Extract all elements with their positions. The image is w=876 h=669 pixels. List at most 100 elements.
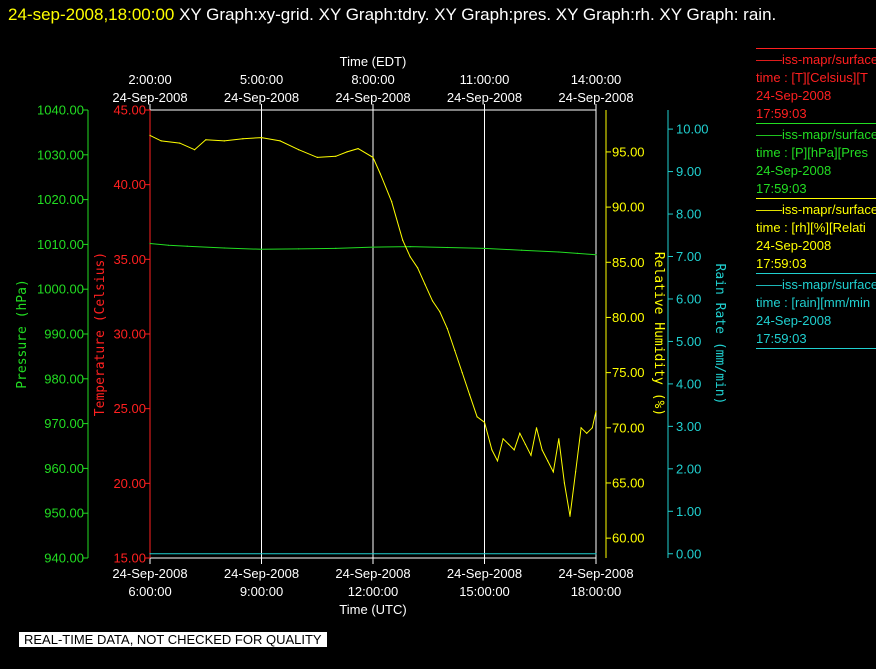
- legend-line: time : [T][Celsius][T: [756, 70, 868, 85]
- humidity-data-point: [279, 140, 281, 142]
- humidity-data-point: [552, 471, 554, 473]
- legend-entry: ——iss-mapr/surface time : [P][hPa][Pres 24…: [756, 123, 876, 198]
- humidity-data-point: [524, 443, 527, 445]
- humidity-data-point: [513, 449, 515, 451]
- legend-separator: [756, 273, 876, 274]
- legend-line: time : [rain][mm/min: [756, 295, 871, 310]
- legend-line: ——iss-mapr/surface: [756, 127, 876, 142]
- pressure-data-point: [595, 254, 597, 256]
- x-tick-label-date: 24-Sep-2008: [112, 566, 187, 581]
- legend-line: 24-Sep-2008: [756, 313, 832, 328]
- humidity-data-point: [476, 416, 478, 418]
- humidity-data-point: [569, 515, 571, 517]
- legend-line: time : [P][hPa][Pres: [756, 145, 868, 160]
- pressure-tick-label: 1000.00: [37, 282, 84, 297]
- rain-tick-label: 5.00: [676, 334, 701, 349]
- pressure-tick-label: 1030.00: [37, 147, 84, 162]
- legend-line: 17:59:03: [756, 181, 807, 196]
- humidity-tick-label: 95.00: [612, 144, 645, 159]
- pressure-tick-label: 960.00: [44, 461, 84, 476]
- humidity-data-point: [160, 140, 162, 142]
- rain-tick-label: 2.00: [676, 461, 701, 476]
- humidity-data-point: [502, 438, 504, 440]
- humidity-tick-label: 60.00: [612, 531, 645, 546]
- humidity-data-point: [580, 427, 582, 429]
- rain-tick-label: 1.00: [676, 504, 701, 519]
- humidity-data-point: [379, 173, 381, 175]
- temperature-tick-label: 25.00: [113, 401, 146, 416]
- legend-separator: [756, 348, 876, 349]
- pressure-data-point: [446, 246, 448, 249]
- rain-tick-label: 7.00: [676, 249, 701, 264]
- legend-separator: [756, 198, 876, 199]
- rain-tick-label: 6.00: [676, 291, 701, 306]
- legend-entry: ——iss-mapr/surface time : [rain][mm/min 24…: [756, 273, 876, 348]
- humidity-data-point: [424, 283, 426, 285]
- legend-line: time : [rh][%][Relati: [756, 220, 866, 235]
- legend-line: 17:59:03: [756, 106, 807, 121]
- pressure-tick-label: 1010.00: [37, 237, 84, 252]
- pressure-tick-label: 970.00: [44, 416, 84, 431]
- humidity-data-point: [391, 201, 393, 203]
- graph-titles: XY Graph:xy-grid. XY Graph:tdry. XY Grap…: [174, 5, 777, 24]
- humidity-data-point: [541, 449, 543, 451]
- pressure-axis-title: Pressure (hPa): [15, 279, 30, 389]
- humidity-data-point: [417, 267, 419, 269]
- x-axis-title: Time (UTC): [339, 602, 406, 617]
- humidity-data-point: [454, 350, 456, 352]
- rain-data-point: [595, 553, 597, 555]
- pressure-data-point: [483, 247, 486, 249]
- rain-tick-label: 8.00: [676, 207, 701, 222]
- humidity-data-point: [519, 432, 521, 434]
- legend-separator: [756, 123, 876, 124]
- x-top-tick-label-time: 14:00:00: [571, 72, 622, 87]
- humidity-data-point: [357, 148, 359, 150]
- legend-line: 17:59:03: [756, 256, 807, 271]
- humidity-data-point: [595, 410, 597, 412]
- humidity-data-point: [563, 482, 566, 484]
- x-tick-label-date: 24-Sep-2008: [224, 566, 299, 581]
- quality-notice: REAL-TIME DATA, NOT CHECKED FOR QUALITY: [19, 632, 327, 647]
- x-tick-label-time: 9:00:00: [240, 584, 283, 599]
- humidity-tick-label: 85.00: [612, 255, 645, 270]
- x-top-tick-label-date: 24-Sep-2008: [558, 90, 633, 105]
- humidity-data-point: [260, 137, 263, 139]
- pressure-data-point: [576, 252, 579, 254]
- humidity-data-point: [591, 427, 593, 429]
- pressure-tick-label: 980.00: [44, 371, 84, 386]
- humidity-data-point: [491, 449, 493, 451]
- temperature-tick-label: 15.00: [113, 551, 146, 566]
- x-top-tick-label-time: 11:00:00: [460, 72, 510, 87]
- x-top-tick-label-time: 5:00:00: [240, 72, 283, 87]
- temperature-axis-title: Temperature (Celsius): [93, 252, 108, 416]
- pressure-data-point: [372, 246, 374, 248]
- legend-separator: [756, 48, 876, 49]
- pressure-data-point: [149, 242, 151, 245]
- humidity-data-point: [346, 151, 348, 153]
- legend-entry: ——iss-mapr/surface time : [rh][%][Relati 2…: [756, 198, 876, 273]
- pressure-data-point: [186, 245, 188, 247]
- legend-line: 24-Sep-2008: [756, 163, 832, 178]
- x-top-tick-label-time: 8:00:00: [351, 72, 394, 87]
- humidity-data-point: [508, 443, 510, 445]
- rain-tick-label: 10.00: [676, 122, 709, 137]
- humidity-axis-title: Relative Humidity (%): [651, 252, 666, 416]
- legend-line: ——iss-mapr/surface: [756, 277, 876, 292]
- x-top-tick-label-date: 24-Sep-2008: [447, 90, 522, 105]
- pressure-data-point: [260, 248, 263, 250]
- humidity-data-point: [372, 156, 374, 158]
- humidity-data-point: [223, 140, 225, 142]
- pressure-tick-label: 1020.00: [37, 192, 84, 207]
- humidity-data-point: [558, 438, 560, 440]
- x-tick-label-date: 24-Sep-2008: [335, 566, 410, 581]
- humidity-data-point: [461, 372, 463, 374]
- humidity-data-point: [530, 454, 532, 456]
- pressure-data-point: [168, 244, 170, 246]
- temperature-tick-label: 30.00: [113, 327, 146, 342]
- x-tick-label-time: 15:00:00: [459, 584, 510, 599]
- pressure-data-point: [409, 246, 411, 248]
- humidity-data-point: [149, 134, 151, 136]
- humidity-data-point: [535, 427, 538, 429]
- pressure-data-point: [223, 247, 225, 249]
